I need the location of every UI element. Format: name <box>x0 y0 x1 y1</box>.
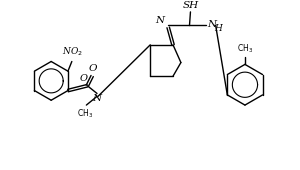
Text: N: N <box>92 94 102 103</box>
Text: CH$_3$: CH$_3$ <box>77 108 94 121</box>
Text: O: O <box>80 74 88 83</box>
Text: CH$_3$: CH$_3$ <box>237 42 253 55</box>
Text: N: N <box>155 16 164 26</box>
Text: NO$_2$: NO$_2$ <box>62 45 83 58</box>
Text: SH: SH <box>182 1 199 10</box>
Text: H: H <box>214 24 222 33</box>
Text: N: N <box>207 20 216 29</box>
Text: O: O <box>89 64 98 73</box>
